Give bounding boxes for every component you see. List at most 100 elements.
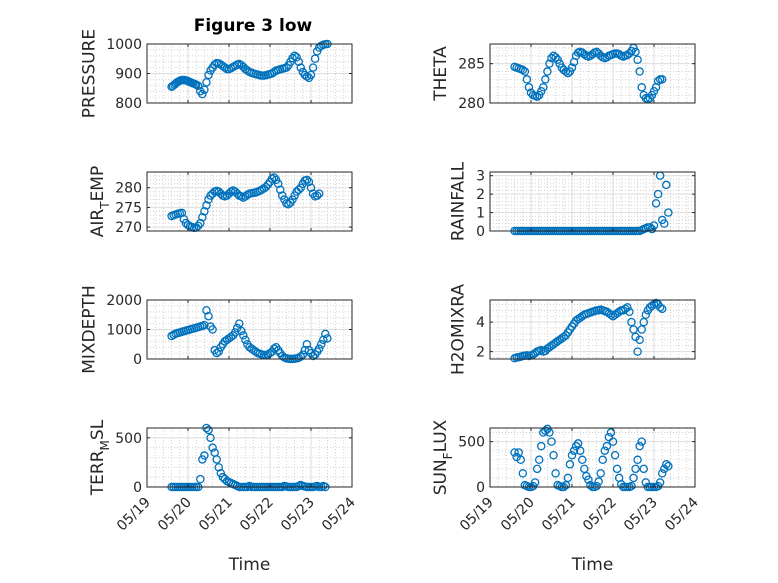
data-point [660,219,669,228]
data-point [312,191,322,200]
data-point [275,185,285,194]
x-axis-label: Time [228,555,271,575]
data-point [655,303,665,312]
data-point [664,208,673,217]
data-point [592,481,601,491]
data-point [537,345,546,355]
data-point [629,473,638,483]
data-point [565,460,575,469]
data-point [208,443,217,452]
data-point [214,463,223,472]
data-point [510,448,519,457]
data-point [541,426,550,435]
data-point [202,306,211,315]
axes-box [146,427,353,488]
axes-box [489,299,696,360]
data-point [206,433,215,443]
data-point [294,57,303,66]
data-point [539,83,548,92]
y-label-rest: LUX [431,419,451,452]
data-point [208,325,217,334]
data-point [302,175,312,185]
data-point [200,451,209,460]
data-point [662,460,671,469]
data-point [237,326,246,336]
data-point [214,347,223,356]
data-point [269,344,279,353]
data-point [537,441,546,451]
data-point [200,85,209,94]
data-point [212,455,221,464]
y-tick-label: 1000 [106,323,142,339]
data-point [606,428,616,437]
data-point [530,478,540,487]
data-point [202,78,211,87]
y-tick-label: 270 [115,220,142,236]
data-point [598,455,608,465]
data-point [631,464,640,474]
y-tick-label: 0 [476,224,485,240]
data-point [323,334,332,343]
data-point [637,83,646,92]
y-axis-label: TERRMSL [88,419,112,496]
y-label-rest: EMP [88,166,108,202]
data-point [296,63,305,72]
data-point [596,469,605,478]
data-point [547,53,556,63]
data-point [532,92,542,101]
data-point [633,347,642,356]
data-point [534,455,544,465]
data-point [284,200,293,209]
y-label-base: AIR [88,209,108,238]
data-point [580,49,589,59]
y-tick-label: 1 [476,206,485,222]
data-point [200,320,209,330]
data-point [294,185,303,194]
plot-area [147,172,352,231]
data-point [234,319,244,328]
data-point [561,67,571,76]
y-tick-label: 285 [458,57,485,73]
data-point [563,68,573,78]
data-point [596,51,605,61]
data-point [321,329,330,339]
data-point [662,180,671,190]
y-tick-label: 2 [476,345,485,361]
data-point [306,70,316,80]
y-label-base: TERR [88,450,108,496]
data-point [551,469,560,478]
data-point [631,47,640,57]
data-point [543,67,552,76]
data-point [269,173,279,182]
axes-box [489,43,696,104]
data-point [569,446,579,455]
x-axis-label: Time [571,555,614,575]
data-point [651,199,661,208]
data-point [296,352,305,361]
data-point [578,455,587,465]
axes-box [146,171,353,232]
y-tick-label: 4 [476,315,485,331]
data-point [635,335,644,345]
data-point [298,350,308,359]
data-point [655,478,665,487]
data-point [545,428,554,437]
data-point [316,339,326,349]
subplot-5: 0 1000 2000 MIXDEPTH [80,285,353,374]
y-axis-label: PRESSURE [80,29,100,118]
y-axis-label: H2OMIXRA [448,284,468,375]
data-point [633,455,642,465]
subplot-1: 800 900 1000 PRESSURE [80,29,353,118]
data-point [261,182,271,192]
data-point [314,344,324,353]
data-point [657,469,667,478]
y-tick-label: 3 [476,169,485,185]
data-point [639,317,649,327]
y-label-rest: SL [88,419,108,440]
data-point [657,75,667,84]
y-axis-label: MIXDEPTH [80,285,100,374]
data-point [292,53,301,62]
subplot-2: 280 285 THETA [431,43,696,112]
